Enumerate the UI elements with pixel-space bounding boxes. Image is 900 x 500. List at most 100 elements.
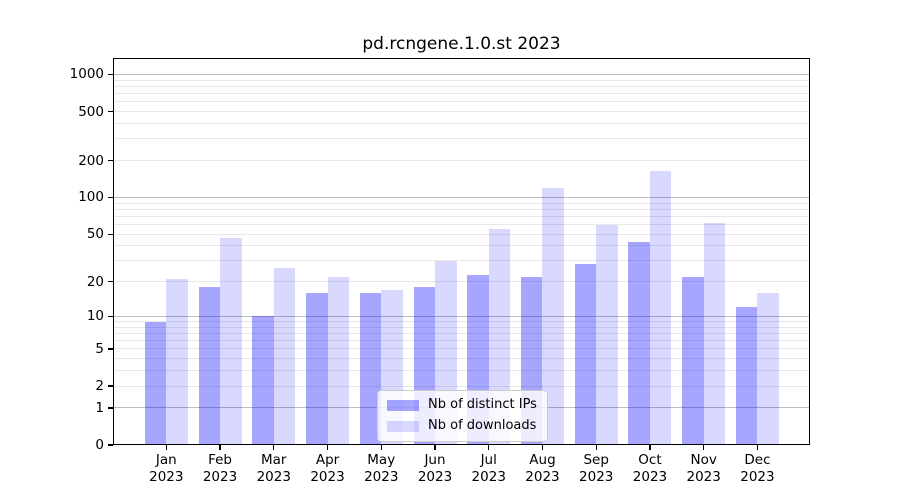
y-tick-label: 100 <box>78 189 104 206</box>
bar-dec-distinct-ips <box>735 307 758 445</box>
legend: Nb of distinct IPs Nb of downloads <box>377 390 548 442</box>
grid-line-minor <box>113 332 810 334</box>
x-tick-label-aug: Aug 2023 <box>525 452 560 485</box>
legend-swatch-downloads <box>387 420 419 432</box>
grid-line-minor <box>113 123 810 124</box>
legend-item-distinct-ips: Nb of distinct IPs <box>387 397 537 413</box>
grid-line-major <box>113 196 810 198</box>
grid-line-major <box>113 315 810 317</box>
y-axis-tick <box>108 281 113 283</box>
x-tick-label-feb: Feb 2023 <box>202 452 238 485</box>
bar-may-distinct-ips <box>359 293 382 445</box>
chart-title: pd.rcngene.1.0.st 2023 <box>362 34 561 54</box>
y-axis-tick <box>108 73 113 76</box>
grid-line-minor <box>113 208 810 210</box>
y-tick-label: 200 <box>78 152 104 169</box>
grid-line-minor <box>113 358 810 360</box>
bar-oct-downloads <box>649 170 672 445</box>
grid-line-minor <box>113 233 810 235</box>
x-tick-label-jul: Jul 2023 <box>471 452 506 485</box>
y-tick-label: 20 <box>86 273 104 290</box>
x-tick-label-jun: Jun 2023 <box>417 452 453 485</box>
x-axis-tick <box>595 445 597 450</box>
y-axis-tick <box>108 444 113 446</box>
x-axis-tick <box>703 445 705 450</box>
x-tick-label-may: May 2023 <box>364 452 399 485</box>
y-tick-label: 5 <box>95 340 104 357</box>
legend-item-downloads: Nb of downloads <box>387 418 537 434</box>
x-tick-label-nov: Nov 2023 <box>686 452 721 485</box>
x-axis-tick <box>488 445 490 450</box>
y-axis-tick <box>108 315 113 318</box>
grid-line-minor <box>113 224 810 225</box>
y-axis-tick <box>108 196 113 199</box>
grid-line-minor <box>113 348 810 350</box>
x-axis-tick <box>380 445 382 450</box>
grid-line-minor <box>113 138 810 140</box>
x-axis-tick <box>434 445 436 450</box>
y-tick-label: 0 <box>95 437 104 453</box>
grid-line-minor <box>113 370 810 372</box>
grid-line-minor <box>113 111 810 113</box>
grid-line-minor <box>113 79 810 81</box>
grid-line-minor <box>113 326 810 328</box>
y-axis-tick <box>108 348 113 350</box>
y-tick-label: 50 <box>86 226 104 243</box>
y-tick-label: 2 <box>95 378 104 395</box>
x-axis-tick <box>756 445 759 450</box>
bar-nov-distinct-ips <box>682 276 704 445</box>
bar-apr-distinct-ips <box>306 293 328 445</box>
y-tick-label: 10 <box>86 308 104 325</box>
x-tick-label-oct: Oct 2023 <box>632 452 668 485</box>
grid-line-minor <box>113 385 810 387</box>
x-axis-tick <box>273 445 275 450</box>
x-tick-label-apr: Apr 2023 <box>310 452 345 485</box>
x-axis-tick <box>541 445 544 450</box>
legend-label-downloads: Nb of downloads <box>428 418 537 433</box>
x-axis-tick <box>649 445 651 450</box>
grid-line-minor <box>113 85 810 87</box>
grid-line-major <box>113 73 810 75</box>
y-axis-tick <box>108 233 113 235</box>
bar-jan-distinct-ips <box>144 321 167 445</box>
grid-line-minor <box>113 93 810 95</box>
bar-nov-downloads <box>703 222 726 445</box>
y-axis-tick <box>108 407 113 409</box>
grid-line-minor <box>113 281 810 283</box>
grid-line-minor <box>113 321 810 322</box>
x-tick-label-jan: Jan 2023 <box>149 452 184 485</box>
bar-feb-distinct-ips <box>198 287 221 445</box>
plot-area: Nb of distinct IPs Nb of downloads <box>113 58 810 445</box>
x-axis-tick <box>326 445 329 450</box>
x-axis-tick <box>165 445 167 450</box>
y-axis-tick <box>108 385 113 387</box>
x-tick-label-sep: Sep 2023 <box>579 452 614 485</box>
y-axis-tick <box>108 159 113 162</box>
y-axis-tick <box>108 110 113 113</box>
grid-line-minor <box>113 160 810 162</box>
grid-line-minor <box>113 260 810 262</box>
legend-swatch-distinct-ips <box>387 399 419 411</box>
bar-apr-downloads <box>327 276 350 445</box>
bar-jan-downloads <box>166 279 188 445</box>
bar-feb-downloads <box>220 238 242 445</box>
y-tick-label: 1000 <box>69 66 104 83</box>
grid-line-minor <box>113 245 810 247</box>
grid-line-minor <box>113 202 810 204</box>
grid-line-minor <box>113 215 810 217</box>
grid-line-minor <box>113 101 810 103</box>
grid-line-minor <box>113 340 810 342</box>
bar-sep-downloads <box>596 224 618 445</box>
y-tick-label: 500 <box>78 103 104 120</box>
x-tick-label-dec: Dec 2023 <box>740 452 775 485</box>
x-axis-tick <box>219 445 221 450</box>
x-tick-label-mar: Mar 2023 <box>256 452 291 485</box>
bar-sep-distinct-ips <box>574 264 597 445</box>
legend-label-distinct-ips: Nb of distinct IPs <box>428 397 537 412</box>
bar-aug-downloads <box>542 187 564 445</box>
bar-mar-distinct-ips <box>252 316 274 445</box>
bar-oct-distinct-ips <box>628 242 650 445</box>
bar-dec-downloads <box>757 293 779 445</box>
y-tick-label: 1 <box>95 399 104 416</box>
